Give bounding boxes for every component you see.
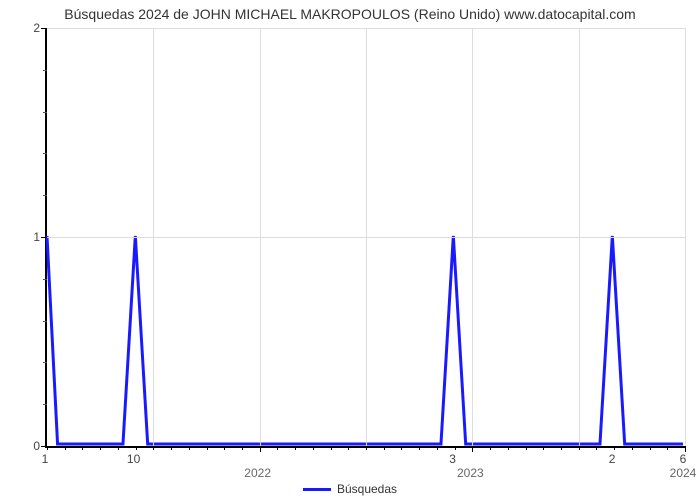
- legend-swatch: [303, 488, 331, 491]
- x-minor-tick: [47, 446, 48, 450]
- x-minor-tick: [136, 446, 137, 450]
- x-minor-tick: [508, 446, 509, 450]
- x-minor-tick: [242, 446, 243, 450]
- grid-line: [153, 28, 154, 446]
- y-minor-tick: [43, 321, 47, 322]
- x-minor-tick: [561, 446, 562, 450]
- x-minor-tick: [490, 446, 491, 450]
- x-minor-tick: [118, 446, 119, 450]
- x-minor-tick: [331, 446, 332, 450]
- y-tick: [41, 28, 47, 29]
- x-minor-tick: [224, 446, 225, 450]
- legend-label: Búsquedas: [337, 482, 397, 496]
- y-axis-label: 0: [10, 439, 40, 453]
- y-minor-tick: [43, 362, 47, 363]
- plot-area: [45, 28, 685, 448]
- x-minor-tick: [526, 446, 527, 450]
- y-minor-tick: [43, 153, 47, 154]
- x-year-label: 2022: [244, 466, 271, 480]
- x-minor-tick: [437, 446, 438, 450]
- x-month-label: 6: [680, 452, 687, 466]
- x-minor-tick: [313, 446, 314, 450]
- y-minor-tick: [43, 279, 47, 280]
- x-minor-tick: [579, 446, 580, 450]
- x-minor-tick: [401, 446, 402, 450]
- y-axis-label: 2: [10, 21, 40, 35]
- x-minor-tick: [100, 446, 101, 450]
- x-minor-tick: [153, 446, 154, 450]
- grid-line: [472, 28, 473, 446]
- x-minor-tick: [650, 446, 651, 450]
- y-minor-tick: [43, 195, 47, 196]
- x-minor-tick: [685, 446, 686, 450]
- x-minor-tick: [614, 446, 615, 450]
- x-year-label: 2023: [457, 466, 484, 480]
- x-minor-tick: [295, 446, 296, 450]
- y-minor-tick: [43, 404, 47, 405]
- x-minor-tick: [348, 446, 349, 450]
- x-minor-tick: [82, 446, 83, 450]
- x-minor-tick: [543, 446, 544, 450]
- x-minor-tick: [277, 446, 278, 450]
- x-month-label: 3: [449, 452, 456, 466]
- x-minor-tick: [366, 446, 367, 450]
- legend: Búsquedas: [0, 482, 700, 496]
- x-minor-tick: [667, 446, 668, 450]
- x-minor-tick: [596, 446, 597, 450]
- y-axis-label: 1: [10, 230, 40, 244]
- x-minor-tick: [455, 446, 456, 450]
- grid-line: [685, 28, 686, 446]
- grid-line: [579, 28, 580, 446]
- chart-title: Búsquedas 2024 de JOHN MICHAEL MAKROPOUL…: [0, 6, 700, 22]
- grid-line: [366, 28, 367, 446]
- x-minor-tick: [260, 446, 261, 450]
- x-minor-tick: [632, 446, 633, 450]
- grid-line: [260, 28, 261, 446]
- x-month-label: 1: [42, 452, 49, 466]
- x-minor-tick: [419, 446, 420, 450]
- x-minor-tick: [189, 446, 190, 450]
- x-month-label: 2: [609, 452, 616, 466]
- y-minor-tick: [43, 70, 47, 71]
- x-minor-tick: [65, 446, 66, 450]
- x-minor-tick: [171, 446, 172, 450]
- x-month-label: 10: [127, 452, 140, 466]
- y-tick: [41, 237, 47, 238]
- y-minor-tick: [43, 112, 47, 113]
- x-minor-tick: [207, 446, 208, 450]
- x-year-label: 2024: [670, 466, 697, 480]
- x-minor-tick: [472, 446, 473, 450]
- x-minor-tick: [384, 446, 385, 450]
